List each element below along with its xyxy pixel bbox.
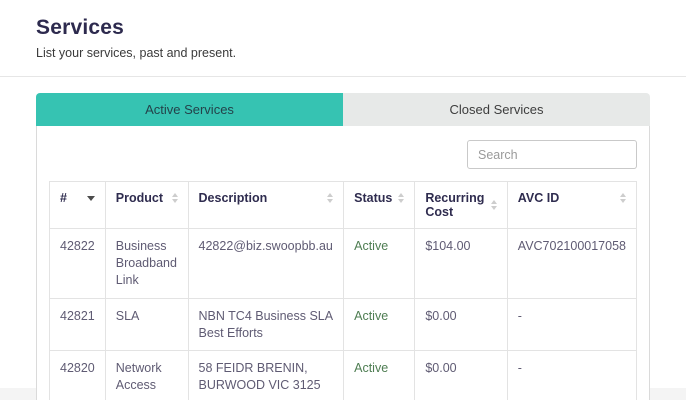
column-header-recurring-cost-label: Recurring Cost: [425, 191, 485, 219]
cell-id: 42822: [49, 228, 106, 299]
sort-icon[interactable]: [327, 193, 334, 203]
page-subtitle: List your services, past and present.: [36, 46, 237, 60]
column-header-avc-id[interactable]: AVC ID: [506, 181, 638, 229]
cell-status: Active: [343, 228, 416, 299]
page-title: Services: [36, 16, 125, 39]
table-toolbar: [49, 140, 637, 169]
cell-avc-id: -: [506, 297, 638, 352]
table-row: 42821 SLA NBN TC4 Business SLA Best Effo…: [49, 297, 638, 352]
sort-descending-icon[interactable]: [86, 195, 95, 201]
column-header-product-label: Product: [115, 191, 163, 205]
column-header-status-label: Status: [354, 191, 393, 205]
tab-closed-services[interactable]: Closed Services: [343, 93, 650, 126]
cell-description: NBN TC4 Business SLA Best Efforts: [187, 297, 345, 352]
tab-active-services[interactable]: Active Services: [36, 93, 343, 126]
column-header-description-label: Description: [198, 191, 268, 205]
column-header-product[interactable]: Product: [104, 181, 189, 229]
cell-recurring-cost: $0.00: [414, 350, 508, 400]
sort-icon[interactable]: [171, 193, 178, 203]
cell-id: 42820: [49, 350, 106, 400]
cell-avc-id: -: [506, 350, 638, 400]
header-divider: [0, 76, 686, 77]
cell-status: Active: [343, 297, 416, 352]
cell-recurring-cost: $0.00: [414, 297, 508, 352]
table-header-row: # Product Description: [49, 181, 638, 229]
cell-id: 42821: [49, 297, 106, 352]
column-header-avc-id-label: AVC ID: [517, 191, 560, 205]
card-body: # Product Description: [36, 126, 650, 400]
column-header-recurring-cost[interactable]: Recurring Cost: [414, 181, 508, 229]
cell-recurring-cost: $104.00: [414, 228, 508, 299]
cell-product: Network Access: [104, 350, 189, 400]
column-header-description[interactable]: Description: [187, 181, 345, 229]
page-header: Services List your services, past and pr…: [0, 16, 686, 60]
tab-bar: Active Services Closed Services: [36, 93, 650, 126]
services-card: Active Services Closed Services #: [36, 93, 650, 400]
sort-icon[interactable]: [398, 193, 405, 203]
sort-icon[interactable]: [620, 193, 626, 203]
table-row: 42820 Network Access 58 FEIDR BRENIN, BU…: [49, 350, 638, 400]
sort-icon[interactable]: [490, 200, 497, 210]
cell-description: 42822@biz.swoopbb.au: [187, 228, 345, 299]
services-table: # Product Description: [49, 181, 638, 400]
cell-product: SLA: [104, 297, 189, 352]
cell-description: 58 FEIDR BRENIN, BURWOOD VIC 3125: [187, 350, 345, 400]
table-row: 42822 Business Broadband Link 42822@biz.…: [49, 228, 638, 299]
cell-product: Business Broadband Link: [104, 228, 189, 299]
cell-avc-id: AVC702100017058: [506, 228, 638, 299]
column-header-id-label: #: [60, 191, 67, 205]
cell-status: Active: [343, 350, 416, 400]
column-header-id[interactable]: #: [49, 181, 106, 229]
search-input[interactable]: [467, 140, 637, 169]
column-header-status[interactable]: Status: [343, 181, 416, 229]
